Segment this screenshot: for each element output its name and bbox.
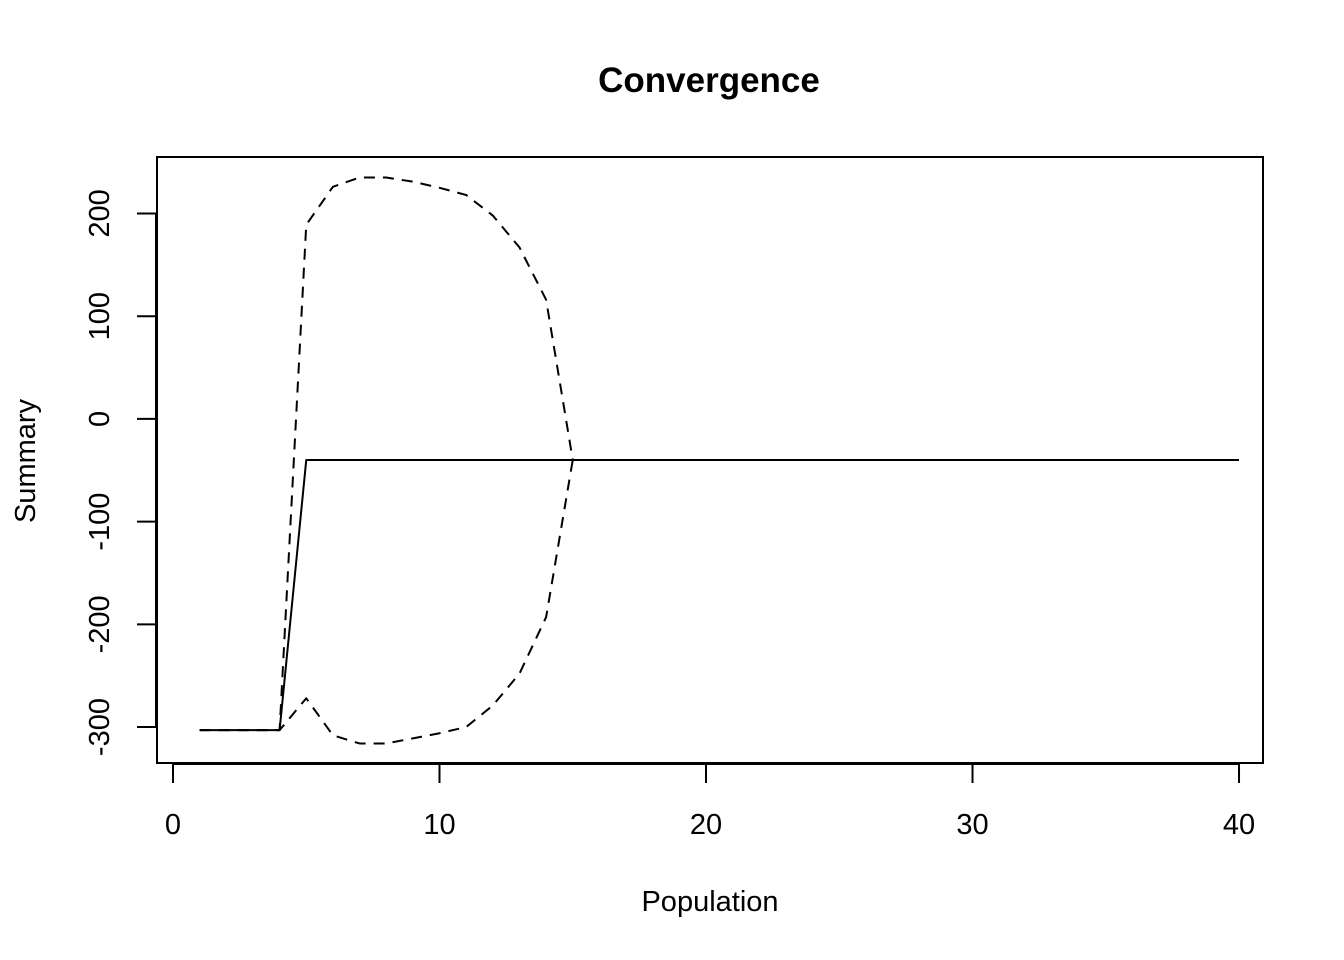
series-layer <box>199 176 1240 745</box>
series-line-1 <box>199 459 1240 732</box>
x-tick-label: 0 <box>165 809 181 841</box>
chart-title: Convergence <box>598 61 820 100</box>
x-tick-label: 10 <box>423 809 455 841</box>
x-tick-label: 20 <box>690 809 722 841</box>
x-axis-label: Population <box>641 886 778 918</box>
y-tick-label: 100 <box>84 292 116 340</box>
x-tick-label: 40 <box>1223 809 1255 841</box>
y-tick-label: 200 <box>84 189 116 237</box>
x-axis: 0 10 20 30 40 <box>165 763 1255 841</box>
y-tick-label: -300 <box>84 698 116 756</box>
series-line-2 <box>199 176 1240 732</box>
y-axis-label: Summary <box>10 398 42 523</box>
y-tick-label: -200 <box>84 595 116 653</box>
x-tick-label: 30 <box>956 809 988 841</box>
series-line-3 <box>199 459 1240 745</box>
y-tick-label: 0 <box>84 411 116 427</box>
y-axis: -300 -200 -100 0 100 200 <box>84 189 157 756</box>
y-tick-label: -100 <box>84 493 116 551</box>
